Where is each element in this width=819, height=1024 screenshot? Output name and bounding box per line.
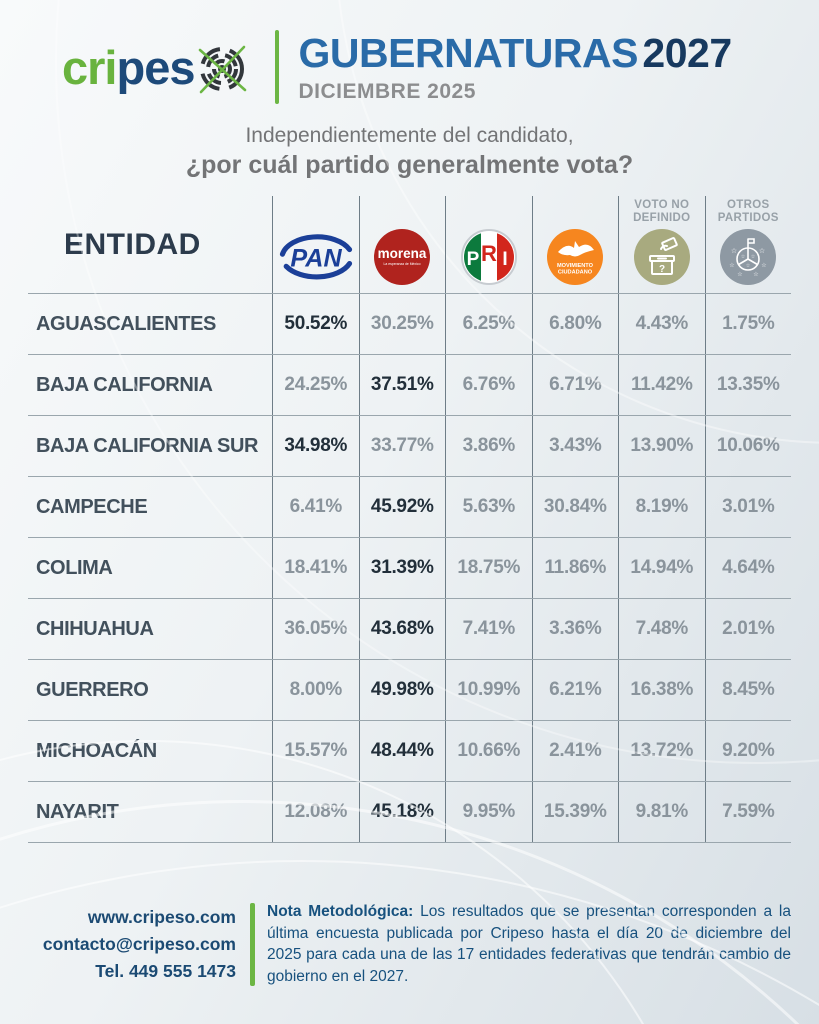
title-year: 2027 — [642, 29, 732, 76]
entity-cell: GUERRERO — [36, 678, 149, 701]
pri-logo-icon: P R I — [460, 228, 517, 285]
value-cell: 15.57% — [272, 721, 359, 781]
cripeso-logo-text: cripes — [62, 40, 196, 94]
svg-text:☆: ☆ — [746, 263, 751, 269]
logo-part-blue: pes — [116, 40, 196, 94]
morena-logo-icon: morena La esperanza de México — [374, 228, 431, 285]
pri-letter-r: R — [481, 241, 497, 266]
value-cell: 49.98% — [358, 660, 446, 720]
value-cell: 9.95% — [445, 782, 532, 842]
svg-text:☆: ☆ — [730, 262, 735, 269]
svg-text:☆: ☆ — [754, 271, 759, 278]
value-cell: 9.81% — [618, 782, 705, 842]
background-arc — [0, 860, 819, 1024]
entity-cell: CAMPECHE — [36, 495, 148, 518]
question-mark-glyph: ? — [659, 264, 665, 275]
morena-logo-subtext: La esperanza de México — [384, 262, 421, 266]
mc-text-line2: CIUDADANO — [558, 269, 593, 275]
column-header-otros-partidos: OTROS PARTIDOS ☆ ☆ ☆ ☆ ☆ ☆ — [704, 196, 792, 293]
pri-letter-p: P — [466, 249, 479, 270]
pan-logo-icon: PAN — [279, 233, 352, 279]
header: cripes GUBERNATURAS 2027 DICIEMBRE — [0, 0, 819, 104]
title-main: GUBERNATURAS — [298, 29, 639, 76]
target-icon — [198, 45, 246, 94]
value-cell: 7.59% — [704, 782, 792, 842]
column-header-pri: P R I — [445, 196, 532, 293]
column-header-pan: PAN — [272, 196, 359, 293]
logo-part-green: cri — [62, 40, 117, 94]
cripeso-logo: cripes — [62, 34, 253, 100]
entity-cell: CHIHUAHUA — [36, 617, 154, 640]
svg-text:☆: ☆ — [738, 271, 743, 278]
page-title: GUBERNATURAS 2027 — [298, 29, 733, 76]
svg-text:☆: ☆ — [731, 247, 737, 255]
header-divider — [274, 30, 279, 104]
value-cell: 2.41% — [531, 721, 619, 781]
column-header-morena: morena La esperanza de México — [358, 196, 446, 293]
mc-logo-icon: MOVIMIENTO CIUDADANO — [547, 228, 604, 285]
svg-text:☆: ☆ — [762, 262, 767, 269]
mc-text-line1: MOVIMIENTO — [557, 263, 594, 269]
title-block: GUBERNATURAS 2027 DICIEMBRE 2025 — [298, 29, 733, 103]
otros-partidos-label: OTROS PARTIDOS — [717, 199, 779, 225]
ballot-box-icon: ? — [633, 228, 690, 285]
value-cell: 36.05% — [272, 599, 359, 659]
svg-text:☆: ☆ — [741, 254, 746, 260]
title-subtitle: DICIEMBRE 2025 — [298, 79, 476, 103]
entity-cell: COLIMA — [36, 556, 113, 579]
mc-eagle-shape — [558, 240, 595, 256]
value-cell: 48.44% — [358, 721, 446, 781]
svg-text:☆: ☆ — [751, 254, 756, 260]
column-header-voto-no-definido: VOTO NO DEFINIDO ? — [618, 196, 705, 293]
value-cell: 10.66% — [445, 721, 532, 781]
morena-logo-text: morena — [378, 246, 427, 261]
other-parties-icon: ☆ ☆ ☆ ☆ ☆ ☆ ☆ ☆ ☆ — [720, 228, 777, 285]
pri-letter-i: I — [502, 249, 507, 270]
value-cell: 15.39% — [531, 782, 619, 842]
pan-logo-text: PAN — [290, 244, 342, 272]
value-cell: 8.00% — [272, 660, 359, 720]
svg-text:☆: ☆ — [759, 247, 765, 255]
column-header-mc: MOVIMIENTO CIUDADANO — [531, 196, 619, 293]
voto-no-definido-label: VOTO NO DEFINIDO — [633, 199, 691, 225]
